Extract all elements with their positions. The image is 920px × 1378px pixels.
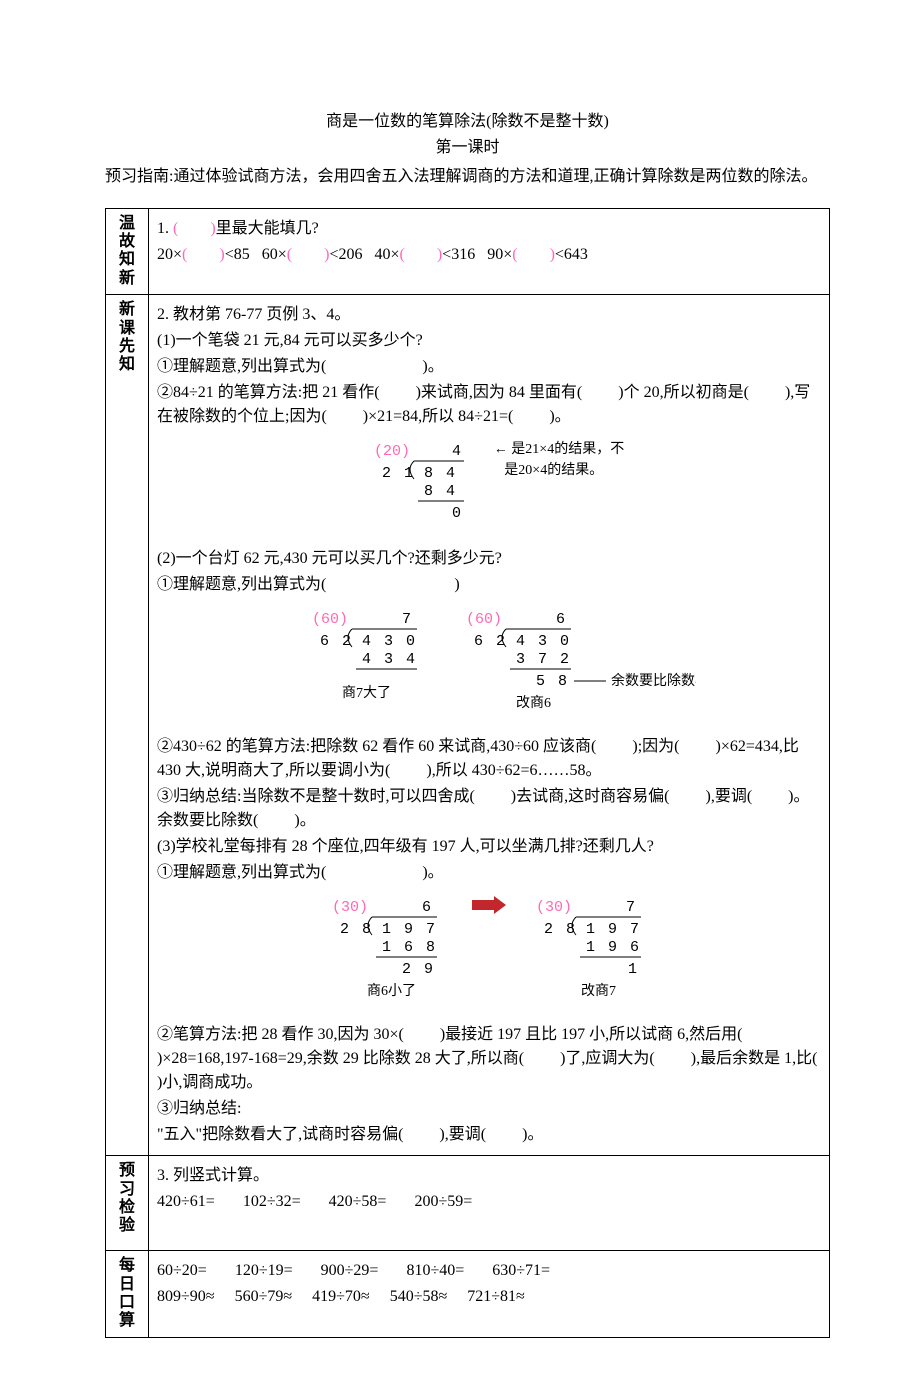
svg-text:1 9 7: 1 9 7 [382,921,437,938]
svg-text:3 7 2: 3 7 2 [516,651,571,668]
row-check: 预习检验 3. 列竖式计算。 420÷61= 102÷32= 420÷58= 2… [106,1156,830,1251]
longdiv-3a-svg: (30) 6 2 8 1 9 7 1 6 8 2 9 商6小了 [312,895,462,1005]
lesson-source: 2. 教材第 76-77 页例 3、4。 [157,303,821,327]
svg-text:1 9 6: 1 9 6 [586,939,641,956]
svg-text:7: 7 [402,611,411,628]
svg-text:商7大了: 商7大了 [342,685,391,701]
svg-text:6: 6 [556,611,565,628]
svg-text:1: 1 [628,961,637,978]
page-title-1: 商是一位数的笔算除法(除数不是整十数) [105,110,830,134]
row-review-head: 温故知新 [106,208,149,295]
q3-step2: ②笔算方法:把 28 看作 30,因为 30×( )最接近 197 且比 197… [157,1023,821,1095]
svg-text:6 2: 6 2 [474,633,507,650]
svg-text:6 2: 6 2 [320,633,353,650]
svg-text:(20): (20) [374,443,410,460]
svg-text:4 3 0: 4 3 0 [362,633,417,650]
svg-text:6: 6 [422,899,431,916]
svg-text:7: 7 [626,899,635,916]
check-label: 3. 列竖式计算。 [157,1164,821,1188]
longdiv-1-note: ← 是21×4的结果，不 是20×4的结果。 [494,439,624,481]
q3: (3)学校礼堂每排有 28 个座位,四年级有 197 人,可以坐满几排?还剩几人… [157,835,821,859]
row-check-head: 预习检验 [106,1156,149,1251]
svg-text:4 3 0: 4 3 0 [516,633,571,650]
row-daily-body: 60÷20= 120÷19= 900÷29= 810÷40= 630÷71= 8… [149,1251,830,1338]
svg-text:5 8: 5 8 [536,673,569,690]
svg-text:2 8: 2 8 [340,921,373,938]
main-table: 温故知新 1. ( )里最大能填几? 20×( )<85 60×( )<206 … [105,208,830,1338]
svg-text:4 3 4: 4 3 4 [362,651,417,668]
svg-text:(60): (60) [466,611,502,628]
svg-text:(30): (30) [332,899,368,916]
intro-text: 预习指南:通过体验试商方法，会用四舍五入法理解调商的方法和道理,正确计算除数是两… [105,164,830,190]
daily-line1: 60÷20= 120÷19= 900÷29= 810÷40= 630÷71= [157,1259,821,1283]
row-lesson-head: 新课先知 [106,295,149,1156]
longdiv-3b-svg: (30) 7 2 8 1 9 7 1 9 6 1 改商7 [516,895,666,1005]
svg-text:8 4: 8 4 [424,483,457,500]
q2: (2)一个台灯 62 元,430 元可以买几个?还剩多少元? [157,547,821,571]
q1: (1)一个笔袋 21 元,84 元可以买多少个? [157,329,821,353]
row-lesson: 新课先知 2. 教材第 76-77 页例 3、4。 (1)一个笔袋 21 元,8… [106,295,830,1156]
row-daily-head: 每日口算 [106,1251,149,1338]
q2-step2: ②430÷62 的笔算方法:把除数 62 看作 60 来试商,430÷60 应该… [157,735,821,783]
longdiv-1-svg: (20) 4 2 1 8 4 8 4 0 [354,439,484,529]
svg-text:改商7: 改商7 [581,983,616,999]
q3-step1: ①理解题意,列出算式为( )。 [157,861,821,885]
daily-line2: 809÷90≈ 560÷79≈ 419÷70≈ 540÷58≈ 721÷81≈ [157,1285,821,1309]
q1-step1: ①理解题意,列出算式为( )。 [157,355,821,379]
review-items: 20×( )<85 60×( )<206 40×( )<316 90×( )<6… [157,243,821,267]
svg-text:4: 4 [452,443,461,460]
svg-text:(60): (60) [312,611,348,628]
row-lesson-body: 2. 教材第 76-77 页例 3、4。 (1)一个笔袋 21 元,84 元可以… [149,295,830,1156]
q2-summary: ③归纳总结:当除数不是整十数时,可以四舍成( )去试商,这时商容易偏( ),要调… [157,785,821,833]
check-items: 420÷61= 102÷32= 420÷58= 200÷59= [157,1190,821,1214]
svg-text:2 1: 2 1 [382,465,415,482]
q3-summary: "五入"把除数看大了,试商时容易偏( ),要调( )。 [157,1123,821,1147]
row-daily: 每日口算 60÷20= 120÷19= 900÷29= 810÷40= 630÷… [106,1251,830,1338]
longdiv-1: (20) 4 2 1 8 4 8 4 0 ← 是21 [157,439,821,537]
longdiv-2: (60) 7 6 2 4 3 0 4 3 4 商7大了 [157,607,821,725]
svg-text:2 8: 2 8 [544,921,577,938]
q2-step1: ①理解题意,列出算式为( ) [157,573,821,597]
svg-text:2 9: 2 9 [402,961,435,978]
svg-text:(30): (30) [536,899,572,916]
longdiv-2a-svg: (60) 7 6 2 4 3 0 4 3 4 商7大了 [282,607,442,707]
longdiv-2b-svg: (60) 6 6 2 4 3 0 3 7 2 5 8 余数要比除数小 改商6 [446,607,696,717]
svg-text:1 9 7: 1 9 7 [586,921,641,938]
arrow-icon [472,895,506,922]
svg-text:余数要比除数小: 余数要比除数小 [611,672,696,689]
svg-text:商6小了: 商6小了 [367,983,416,999]
row-review: 温故知新 1. ( )里最大能填几? 20×( )<85 60×( )<206 … [106,208,830,295]
page-title-2: 第一课时 [105,136,830,160]
svg-text:改商6: 改商6 [516,695,551,711]
svg-text:0: 0 [452,505,461,522]
page: 商是一位数的笔算除法(除数不是整十数) 第一课时 预习指南:通过体验试商方法，会… [0,0,920,1378]
svg-text:1 6 8: 1 6 8 [382,939,437,956]
svg-text:8 4: 8 4 [424,465,457,482]
q3-summary-label: ③归纳总结: [157,1097,821,1121]
q1-step2: ②84÷21 的笔算方法:把 21 看作( )来试商,因为 84 里面有( )个… [157,381,821,429]
row-check-body: 3. 列竖式计算。 420÷61= 102÷32= 420÷58= 200÷59… [149,1156,830,1251]
longdiv-3: (30) 6 2 8 1 9 7 1 6 8 2 9 商6小了 [157,895,821,1013]
row-review-body: 1. ( )里最大能填几? 20×( )<85 60×( )<206 40×( … [149,208,830,295]
